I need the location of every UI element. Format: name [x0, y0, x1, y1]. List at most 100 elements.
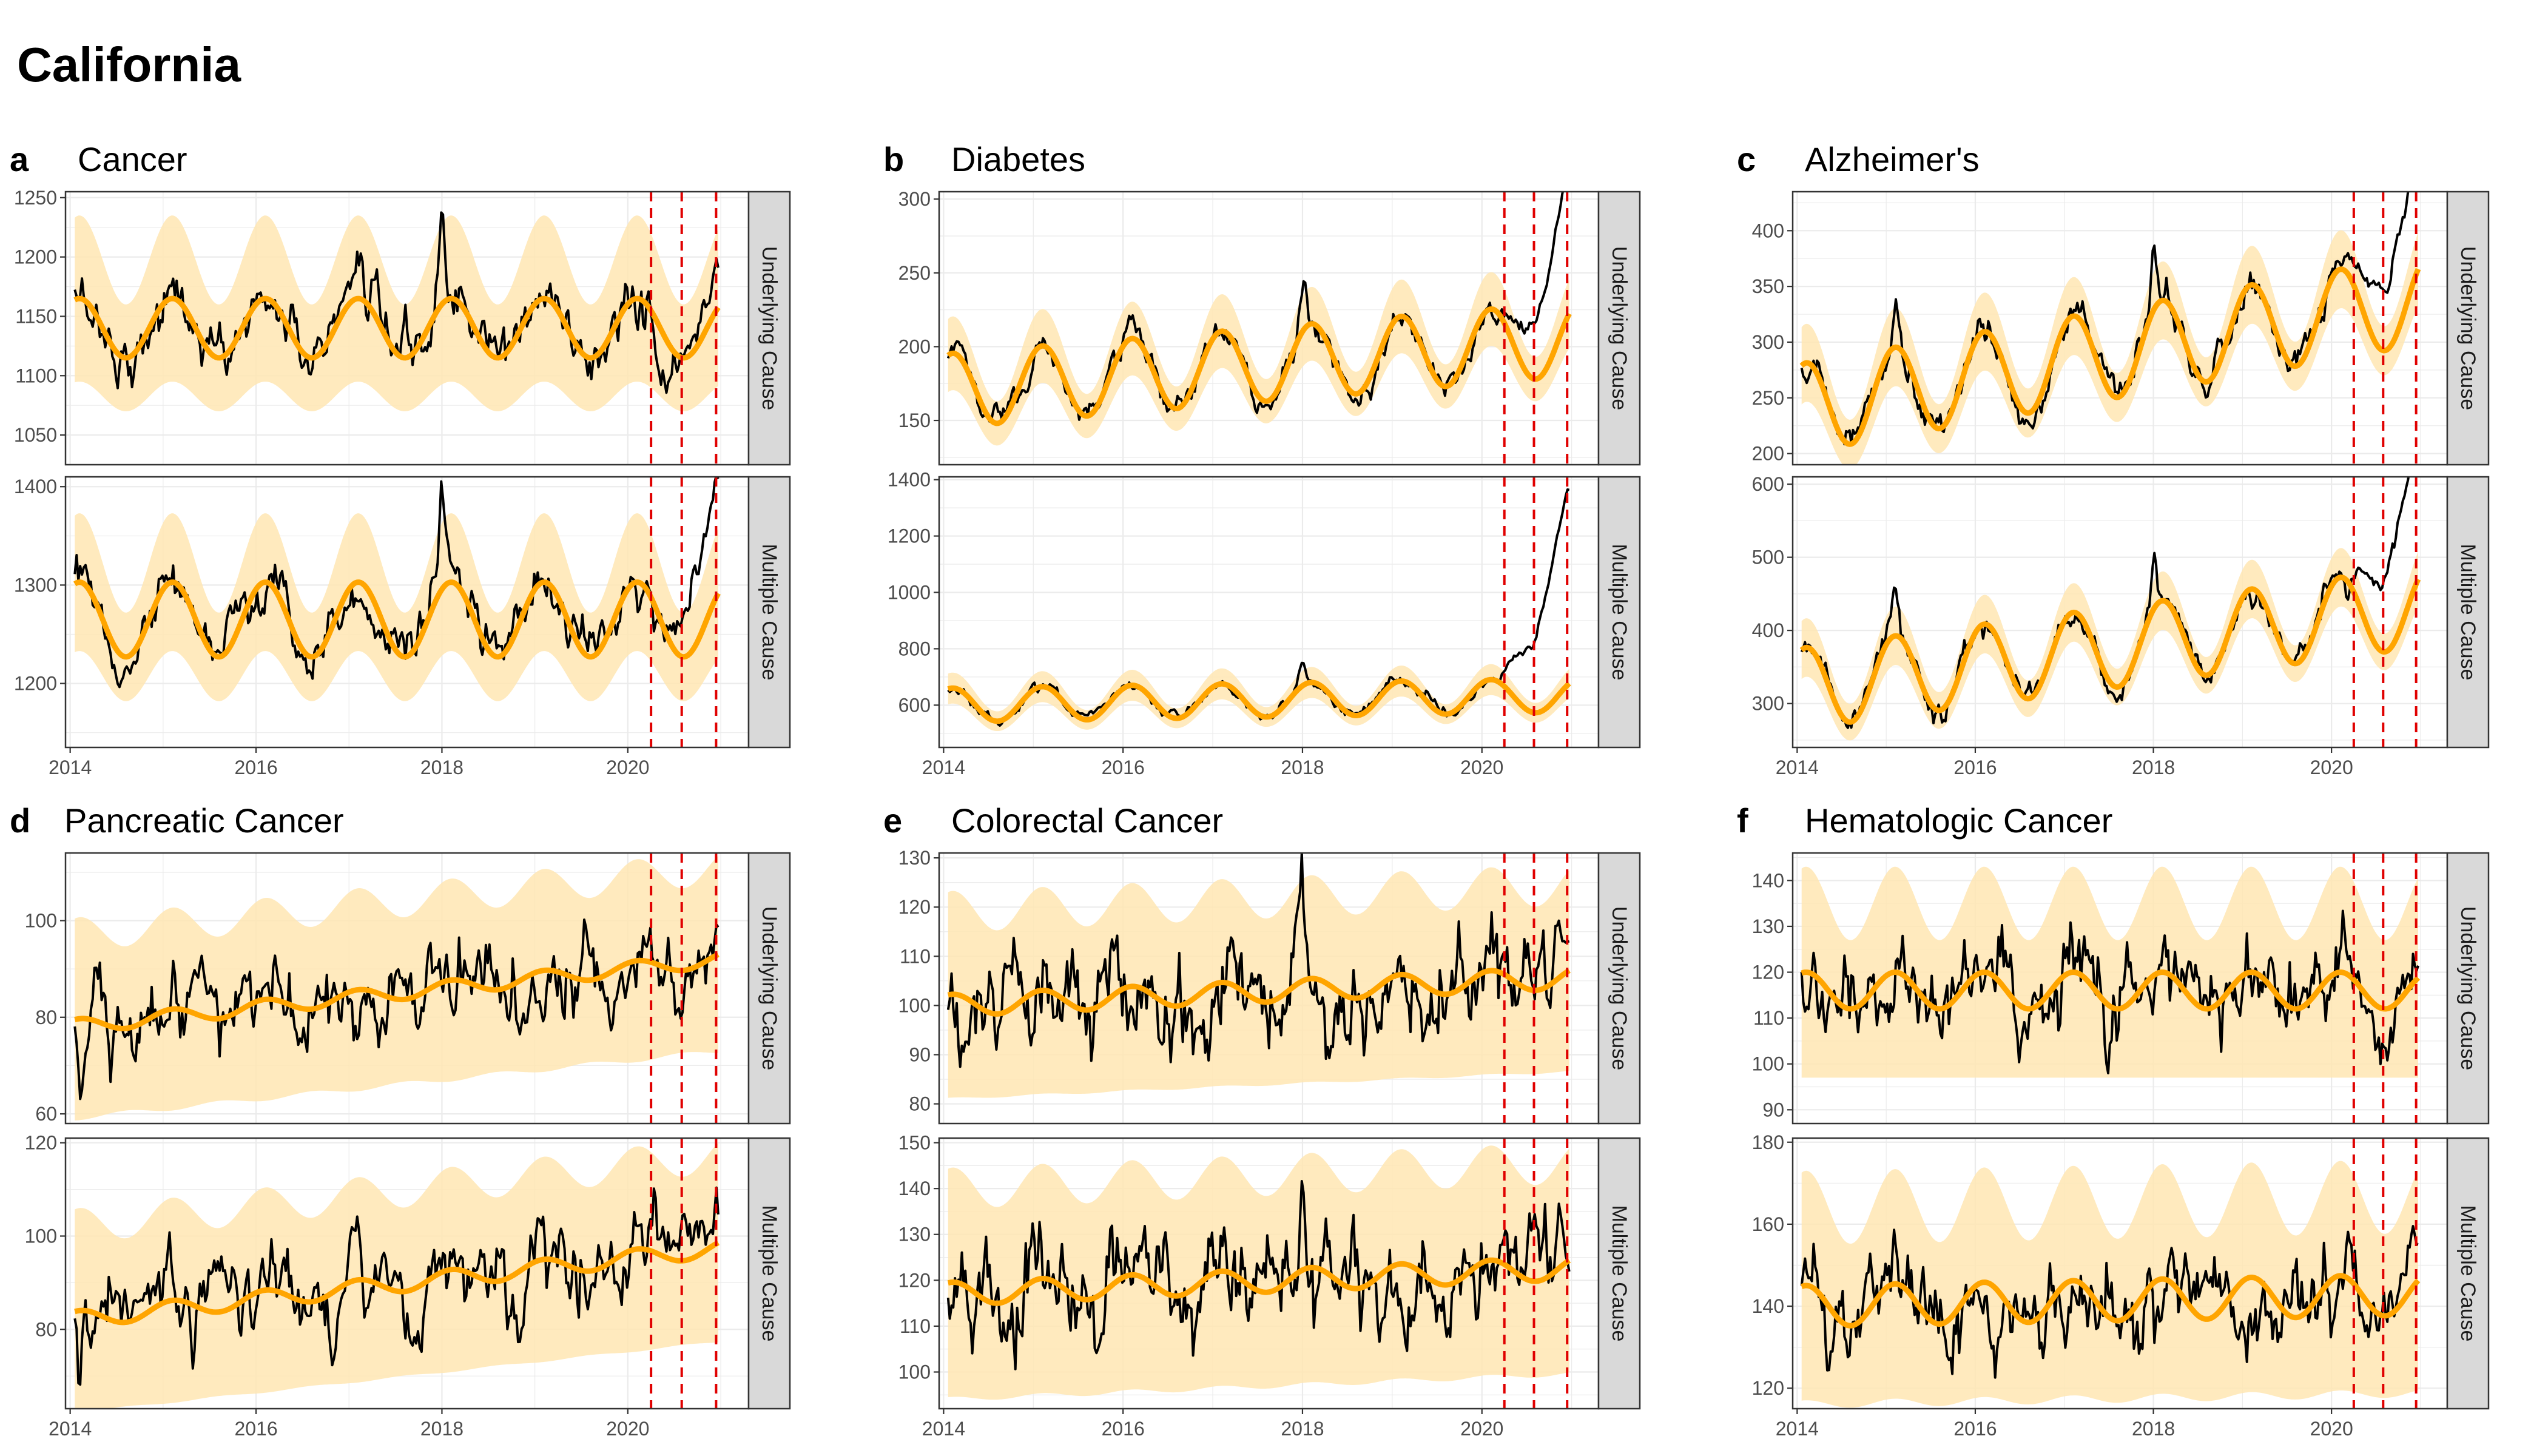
facet-strip-label: Multiple Cause [2456, 1205, 2479, 1342]
expected-line [1799, 266, 2421, 447]
y-tick-label: 80 [35, 1318, 57, 1340]
y-tick-label: 100 [1752, 1053, 1784, 1075]
facet-strip-label: Multiple Cause [758, 544, 781, 681]
y-tick-label: 110 [900, 1315, 931, 1337]
expected-line [947, 968, 1571, 1017]
expected-line [947, 676, 1571, 724]
panel-d: d Pancreatic Cancer Underlying Cause 60 80 10… [10, 801, 791, 1440]
y-tick-label: 300 [1752, 331, 1784, 353]
facet-strip-label: Underlying Cause [758, 906, 781, 1070]
panel-a: a Cancer Underlying Cause 1050 1100 1150 1200 1… [10, 140, 791, 778]
facet-strip-label: Multiple Cause [1608, 1205, 1631, 1342]
figure-title: California [17, 38, 241, 92]
panel-title: Hematologic Cancer [1805, 801, 2112, 840]
x-tick-label: 2014 [922, 757, 965, 778]
y-tick-label: 1200 [888, 525, 931, 547]
panel-title: Diabetes [951, 140, 1085, 178]
y-tick-label: 800 [898, 638, 931, 659]
facet-strip [747, 1137, 791, 1410]
x-tick-label: 2018 [2132, 1418, 2175, 1440]
y-tick-label: 130 [898, 1224, 931, 1245]
y-tick-label: 250 [1752, 387, 1784, 409]
facet-strip [2446, 1137, 2490, 1410]
expected-band [948, 1145, 1569, 1400]
observed-line [73, 1186, 720, 1386]
facet-strip [2446, 190, 2490, 466]
x-tick-label: 2016 [1953, 1418, 1997, 1440]
panel-b: b Diabetes Underlying Cause 150 200 250 300 Mul… [883, 140, 1641, 778]
facet-underlying: Underlying Cause 60 80 100 [25, 852, 791, 1125]
y-tick-label: 100 [25, 1225, 57, 1247]
facet-multiple: Multiple Cause 300 400 500 600 2014 2016 2018 20… [1752, 473, 2490, 778]
expected-band [1801, 1161, 2418, 1408]
expected-line [947, 1257, 1571, 1306]
y-tick-label: 140 [1752, 1295, 1784, 1317]
x-tick-label: 2020 [2310, 757, 2353, 778]
y-tick-label: 90 [909, 1043, 931, 1065]
y-tick-label: 250 [898, 262, 931, 284]
y-tick-label: 140 [1752, 869, 1784, 891]
x-tick-label: 2016 [234, 1418, 277, 1440]
y-tick-label: 400 [1752, 619, 1784, 641]
y-tick-label: 100 [25, 910, 57, 932]
y-tick-label: 600 [1752, 473, 1784, 495]
facet-strip [747, 476, 791, 749]
y-tick-label: 350 [1752, 275, 1784, 297]
expected-line [73, 952, 720, 1031]
panel-title: Cancer [78, 140, 187, 178]
facet-strip-label: Multiple Cause [1608, 544, 1631, 681]
facet-multiple: Multiple Cause 80 100 120 2014 2016 2018 2020 [25, 1132, 791, 1440]
y-tick-label: 120 [898, 896, 931, 918]
y-tick-label: 1100 [15, 365, 57, 386]
facet-underlying: Underlying Cause 150 200 250 300 [898, 188, 1641, 466]
facet-strip [2446, 852, 2490, 1125]
x-tick-label: 2014 [1776, 757, 1819, 778]
facet-strip [2446, 476, 2490, 749]
y-tick-label: 1200 [14, 673, 57, 695]
expected-band [1801, 866, 2418, 1078]
expected-band [948, 664, 1569, 731]
y-tick-label: 1400 [888, 469, 931, 491]
y-tick-label: 1250 [14, 187, 57, 209]
y-tick-label: 1050 [14, 424, 57, 446]
y-tick-label: 90 [1762, 1099, 1784, 1121]
y-tick-label: 1200 [14, 246, 57, 268]
observed-line [73, 477, 720, 689]
x-tick-label: 2020 [2310, 1418, 2353, 1440]
x-tick-label: 2020 [606, 1418, 649, 1440]
y-tick-label: 1000 [888, 581, 931, 603]
y-tick-label: 400 [1752, 220, 1784, 241]
expected-band [948, 867, 1569, 1098]
y-tick-label: 100 [898, 1361, 931, 1383]
expected-band [75, 215, 718, 411]
facet-strip-label: Underlying Cause [2456, 246, 2479, 410]
facet-multiple: Multiple Cause 100 110 120 130 140 150 2014 2016… [898, 1132, 1641, 1440]
y-tick-label: 200 [898, 335, 931, 357]
expected-band [948, 272, 1569, 446]
y-tick-label: 80 [35, 1006, 57, 1028]
y-tick-label: 60 [35, 1103, 57, 1125]
expected-band [75, 855, 718, 1121]
y-tick-label: 150 [898, 410, 931, 431]
x-tick-label: 2018 [420, 757, 463, 778]
y-tick-label: 110 [1753, 1007, 1784, 1029]
facet-strip [747, 190, 791, 466]
facet-multiple: Multiple Cause 1200 1300 1400 2014 2016 2018 20… [14, 476, 791, 778]
panel-letter: a [10, 140, 29, 178]
panel-f: f Hematologic Cancer Underlying Cause 90 100… [1737, 801, 2490, 1440]
facet-strip-label: Multiple Cause [758, 1205, 781, 1342]
panel-letter: e [883, 801, 902, 840]
y-tick-label: 160 [1752, 1213, 1784, 1235]
panel-letter: d [10, 801, 30, 840]
x-tick-label: 2014 [49, 1418, 92, 1440]
x-tick-label: 2018 [1281, 1418, 1324, 1440]
panel-letter: f [1737, 801, 1748, 840]
panel-title: Colorectal Cancer [951, 801, 1223, 840]
expected-band [75, 513, 718, 701]
y-tick-label: 80 [909, 1093, 931, 1115]
observed-line [73, 211, 720, 394]
x-tick-label: 2016 [1953, 757, 1997, 778]
panel-letter: c [1737, 140, 1756, 178]
x-tick-label: 2018 [420, 1418, 463, 1440]
x-tick-label: 2018 [2132, 757, 2175, 778]
